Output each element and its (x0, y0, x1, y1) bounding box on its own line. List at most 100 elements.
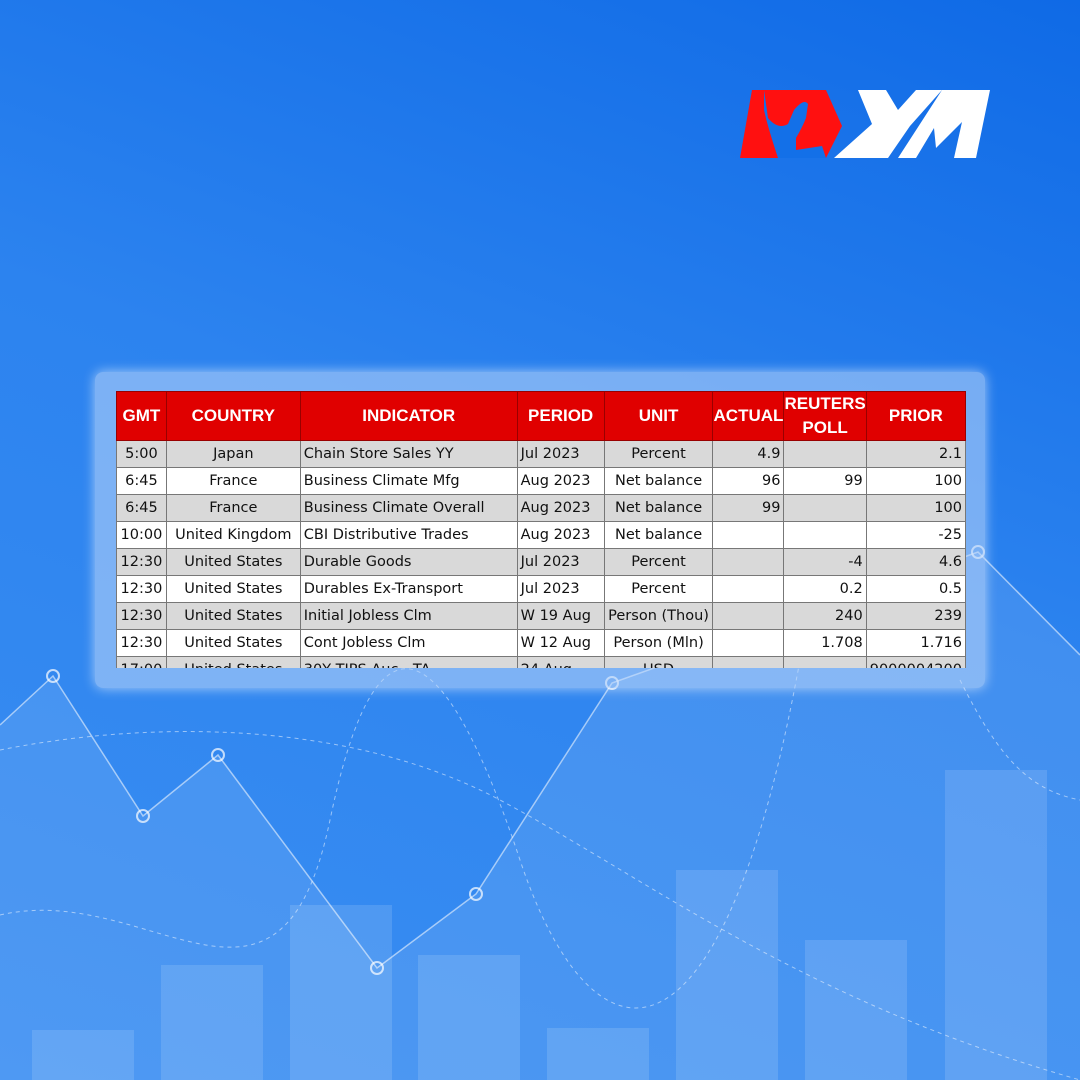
table-row: 12:30 United States Initial Jobless Clm W 1… (116, 602, 966, 630)
column-header-unit: UNIT (603, 391, 714, 441)
cell-country: Japan (165, 440, 301, 468)
cell-prior: 0.5 (865, 575, 966, 603)
column-header-actual: ACTUAL (712, 391, 785, 441)
table-row: 6:45 France Business Climate Overall Aug 20… (116, 494, 966, 522)
cell-period: Jul 2023 (516, 440, 605, 468)
cell-actual (712, 575, 785, 603)
deco-bar (676, 870, 778, 1080)
column-header-indicator: INDICATOR (299, 391, 518, 441)
table-row: 5:00 Japan Chain Store Sales YY Jul 2023 Per… (116, 440, 966, 468)
cell-reuters-poll (783, 440, 867, 468)
column-header-period: PERIOD (516, 391, 605, 441)
table-row: 12:30 United States Durables Ex-Transport J… (116, 575, 966, 603)
cell-period: 24 Aug (516, 656, 605, 668)
cell-indicator: Initial Jobless Clm (299, 602, 518, 630)
cell-prior: 1.716 (865, 629, 966, 657)
cell-gmt: 17:00 (116, 656, 167, 668)
cell-reuters-poll: 0.2 (783, 575, 867, 603)
cell-reuters-poll (783, 656, 867, 668)
cell-country: United States (165, 575, 301, 603)
cell-prior: 100 (865, 467, 966, 495)
cell-prior: 4.6 (865, 548, 966, 576)
cell-indicator: Business Climate Overall (299, 494, 518, 522)
cell-gmt: 12:30 (116, 575, 167, 603)
table-row: 12:30 United States Durable Goods Jul 2023 P… (116, 548, 966, 576)
cell-actual (712, 602, 785, 630)
column-header-gmt: GMT (116, 391, 167, 441)
column-header-country: COUNTRY (165, 391, 301, 441)
cell-actual: 99 (712, 494, 785, 522)
cell-country: United States (165, 629, 301, 657)
cell-unit: USD (603, 656, 714, 668)
deco-bar (418, 955, 520, 1080)
cell-country: France (165, 467, 301, 495)
cell-unit: Person (Thou) (603, 602, 714, 630)
deco-bar (547, 1028, 649, 1080)
cell-gmt: 12:30 (116, 548, 167, 576)
cell-unit: Percent (603, 440, 714, 468)
cell-period: Aug 2023 (516, 494, 605, 522)
cell-prior: -25 (865, 521, 966, 549)
cell-indicator: Durable Goods (299, 548, 518, 576)
column-header-prior: PRIOR (865, 391, 966, 441)
cell-country: United Kingdom (165, 521, 301, 549)
cell-country: United States (165, 602, 301, 630)
cell-gmt: 6:45 (116, 467, 167, 495)
cell-reuters-poll: 99 (783, 467, 867, 495)
cell-prior: 100 (865, 494, 966, 522)
header-row: GMT COUNTRY INDICATOR PERIOD UNIT ACTUAL REUTE… (116, 391, 966, 441)
deco-bar (32, 1030, 134, 1080)
cell-reuters-poll: 240 (783, 602, 867, 630)
cell-reuters-poll: -4 (783, 548, 867, 576)
column-header-reuters-poll: REUTERS POLL (783, 391, 867, 441)
economic-calendar-table-container: GMT COUNTRY INDICATOR PERIOD UNIT ACTUAL REUTE… (116, 391, 966, 668)
cell-unit: Percent (603, 548, 714, 576)
cell-period: Aug 2023 (516, 467, 605, 495)
deco-bar (805, 940, 907, 1080)
cell-actual: 4.9 (712, 440, 785, 468)
cell-actual (712, 656, 785, 668)
cell-period: Aug 2023 (516, 521, 605, 549)
table-row: 6:45 France Business Climate Mfg Aug 2023 Ne… (116, 467, 966, 495)
cell-reuters-poll: 1.708 (783, 629, 867, 657)
cell-reuters-poll (783, 521, 867, 549)
xm-logo (740, 90, 990, 158)
cell-prior: 9000004200 (865, 656, 966, 668)
economic-calendar-table: GMT COUNTRY INDICATOR PERIOD UNIT ACTUAL REUTE… (116, 391, 966, 668)
cell-unit: Percent (603, 575, 714, 603)
cell-unit: Net balance (603, 521, 714, 549)
cell-period: W 19 Aug (516, 602, 605, 630)
cell-indicator: CBI Distributive Trades (299, 521, 518, 549)
cell-prior: 239 (865, 602, 966, 630)
cell-reuters-poll (783, 494, 867, 522)
cell-unit: Net balance (603, 467, 714, 495)
cell-prior: 2.1 (865, 440, 966, 468)
cell-period: Jul 2023 (516, 548, 605, 576)
cell-indicator: Durables Ex-Transport (299, 575, 518, 603)
cell-unit: Person (Mln) (603, 629, 714, 657)
cell-gmt: 12:30 (116, 602, 167, 630)
cell-period: W 12 Aug (516, 629, 605, 657)
cell-country: France (165, 494, 301, 522)
cell-indicator: Chain Store Sales YY (299, 440, 518, 468)
deco-bar (290, 905, 392, 1080)
cell-actual (712, 548, 785, 576)
cell-gmt: 10:00 (116, 521, 167, 549)
deco-bar (161, 965, 263, 1080)
cell-gmt: 6:45 (116, 494, 167, 522)
table-row: 10:00 United Kingdom CBI Distributive Trad… (116, 521, 966, 549)
table-row: 12:30 United States Cont Jobless Clm W 12 A… (116, 629, 966, 657)
cell-actual (712, 521, 785, 549)
cell-actual: 96 (712, 467, 785, 495)
deco-bar (945, 770, 1047, 1080)
cell-country: United States (165, 548, 301, 576)
cell-indicator: Business Climate Mfg (299, 467, 518, 495)
cell-gmt: 5:00 (116, 440, 167, 468)
cell-country: United States (165, 656, 301, 668)
cell-period: Jul 2023 (516, 575, 605, 603)
cell-actual (712, 629, 785, 657)
cell-gmt: 12:30 (116, 629, 167, 657)
cell-indicator: 30Y TIPS Auc - TA (299, 656, 518, 668)
cell-indicator: Cont Jobless Clm (299, 629, 518, 657)
